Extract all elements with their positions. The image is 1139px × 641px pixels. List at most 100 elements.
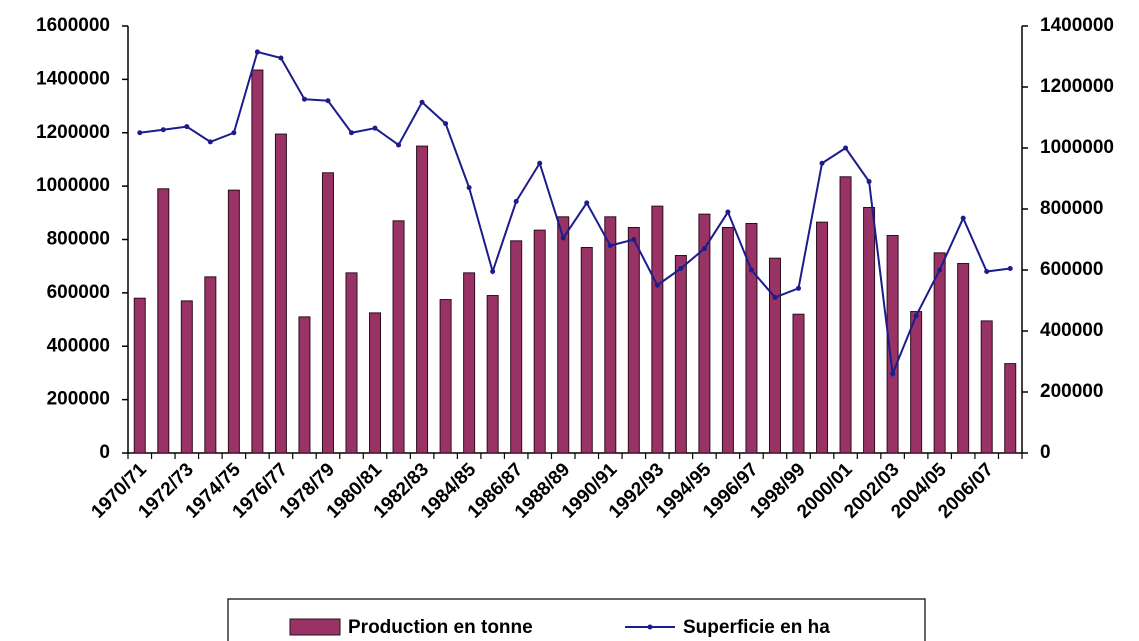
bar: [674, 255, 687, 454]
y-tick-label: 1600000: [36, 15, 110, 36]
bar: [204, 276, 217, 454]
marker: [866, 179, 872, 185]
bar: [910, 311, 923, 454]
marker: [701, 246, 707, 252]
bar: [274, 133, 287, 454]
y-tick-label: 800000: [47, 229, 110, 250]
marker: [560, 235, 566, 241]
y-tick-label: 600000: [47, 282, 110, 303]
marker: [960, 215, 966, 221]
legend-marker: [647, 624, 653, 630]
bar: [369, 312, 382, 454]
bar: [768, 257, 781, 454]
marker: [725, 209, 731, 215]
y2-tick-label: 0: [1040, 442, 1051, 463]
bar: [933, 252, 946, 454]
bar: [392, 220, 405, 454]
y-tick-label: 200000: [47, 389, 110, 410]
marker: [137, 130, 143, 136]
legend-label: Superficie en ha: [683, 617, 830, 638]
bar: [251, 69, 264, 454]
y-tick-label: 1000000: [36, 175, 110, 196]
y-tick-label: 1400000: [36, 68, 110, 89]
marker: [372, 125, 378, 131]
y-tick-label: 400000: [47, 335, 110, 356]
marker: [772, 294, 778, 300]
bar: [416, 145, 429, 454]
bar: [180, 300, 193, 454]
bar: [1004, 363, 1017, 454]
bar: [510, 240, 523, 454]
marker: [537, 160, 543, 166]
bar: [463, 272, 476, 454]
bar: [557, 216, 570, 454]
bar: [863, 206, 876, 454]
y-tick-label: 1200000: [36, 122, 110, 143]
marker: [349, 130, 354, 136]
legend-box: [227, 598, 926, 641]
marker: [843, 145, 849, 151]
legend-label: Production en tonne: [348, 617, 533, 638]
bar: [957, 263, 970, 454]
marker: [654, 282, 660, 288]
line: [139, 50, 1011, 378]
marker: [184, 124, 190, 130]
marker: [278, 55, 284, 61]
bar: [321, 172, 334, 454]
bar: [157, 188, 170, 454]
bar: [886, 234, 899, 454]
marker: [584, 200, 590, 206]
marker: [796, 285, 801, 291]
marker: [607, 243, 613, 249]
legend-swatch: [289, 618, 341, 636]
marker: [254, 49, 260, 55]
marker: [913, 313, 919, 319]
marker: [231, 130, 237, 136]
bar: [345, 272, 358, 454]
bar: [486, 295, 499, 454]
bar: [133, 297, 146, 454]
y-tick-label: 0: [99, 442, 110, 463]
bar: [651, 205, 664, 454]
marker: [207, 139, 213, 145]
marker: [419, 99, 425, 105]
marker: [325, 98, 331, 104]
bar: [580, 247, 593, 454]
bar: [745, 222, 758, 454]
bar: [816, 221, 829, 454]
bar: [227, 189, 240, 454]
marker: [890, 371, 896, 377]
bar: [439, 299, 452, 454]
marker: [396, 142, 402, 148]
marker: [466, 185, 472, 191]
bar: [604, 216, 617, 454]
marker: [937, 267, 943, 273]
y2-tick-label: 200000: [1040, 381, 1103, 402]
bar: [839, 176, 852, 454]
marker: [443, 121, 449, 127]
marker: [819, 160, 825, 166]
marker: [631, 237, 637, 242]
bar: [698, 213, 711, 454]
bar: [792, 313, 805, 454]
bar: [980, 320, 993, 454]
marker: [748, 267, 754, 273]
bar: [627, 226, 640, 454]
y2-tick-label: 1400000: [1040, 15, 1114, 36]
bar: [533, 229, 546, 454]
marker: [678, 265, 684, 271]
marker: [490, 269, 496, 275]
marker: [513, 198, 519, 204]
marker: [301, 96, 307, 102]
y2-tick-label: 1000000: [1040, 137, 1114, 158]
y2-tick-label: 800000: [1040, 198, 1103, 219]
bar: [298, 316, 311, 454]
y2-tick-label: 600000: [1040, 259, 1103, 280]
marker: [160, 127, 166, 133]
y2-tick-label: 400000: [1040, 320, 1103, 341]
bar: [721, 226, 734, 454]
y2-tick-label: 1200000: [1040, 76, 1114, 97]
marker: [984, 269, 990, 275]
marker: [1007, 265, 1013, 271]
